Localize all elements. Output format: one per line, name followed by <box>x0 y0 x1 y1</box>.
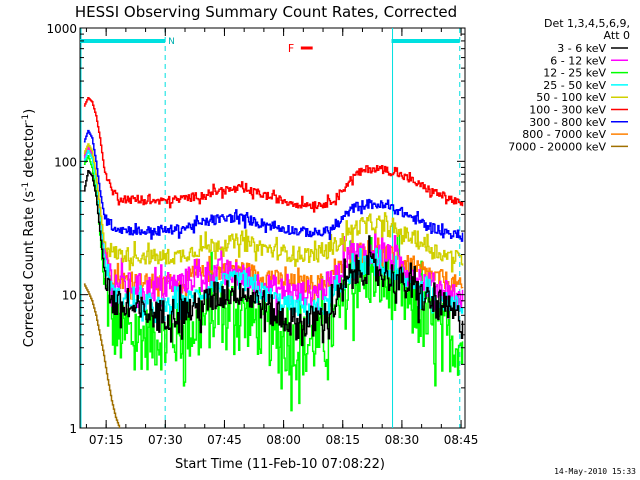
y-axis-label-sup2: -1 <box>21 114 31 123</box>
legend-entry-label: 6 - 12 keV <box>550 54 606 67</box>
footer-timestamp: 14-May-2010 15:33 <box>554 467 636 476</box>
legend-entry-label: 50 - 100 keV <box>536 91 606 104</box>
y-axis-label-main: Corrected Count Rate (s <box>22 191 37 348</box>
legend-entry-label: 7000 - 20000 keV <box>508 140 606 153</box>
x-tick-label: 07:15 <box>89 433 124 447</box>
legend-entry-label: 12 - 25 keV <box>543 67 606 80</box>
y-axis-label-sup1: -1 <box>21 182 31 191</box>
legend-entry-label: 100 - 300 keV <box>529 104 606 117</box>
series-line-6 <box>83 129 464 242</box>
legend-header-1: Det 1,3,4,5,6,9, <box>544 17 630 30</box>
y-axis-label-end: ) <box>22 109 37 114</box>
x-tick-label: 08:45 <box>444 433 479 447</box>
x-axis-label: Start Time (11-Feb-10 07:08:22) <box>175 457 385 472</box>
legend-entry-label: 800 - 7000 keV <box>522 128 606 141</box>
series-line-2 <box>83 155 464 412</box>
legend-entry-label: 300 - 800 keV <box>529 116 606 129</box>
x-tick-label: 08:30 <box>385 433 420 447</box>
legend-header-2: Att 0 <box>604 29 630 42</box>
chart-title: HESSI Observing Summary Count Rates, Cor… <box>75 3 457 21</box>
plot-area: N F 07:15 07:30 07:45 08:00 08:15 08:30 08:45 1 1… <box>46 22 478 447</box>
x-tick-label: 07:45 <box>207 433 242 447</box>
flare-label: F <box>288 42 294 55</box>
series-layer <box>83 96 464 428</box>
series-line-0 <box>83 169 464 347</box>
y-axis-label: Corrected Count Rate (s-1 detector-1) <box>21 109 37 347</box>
x-tick-label: 07:30 <box>148 433 183 447</box>
legend-entry-label: 25 - 50 keV <box>543 79 606 92</box>
y-axis-label-mid: detector <box>22 122 37 182</box>
y-tick-label: 10 <box>62 289 77 303</box>
y-tick-label: 100 <box>54 155 77 169</box>
series-line-1 <box>83 145 464 319</box>
night-label: N <box>168 37 175 47</box>
y-tick-label: 1000 <box>46 22 77 36</box>
series-line-4 <box>83 143 464 273</box>
ticks-layer: 07:15 07:30 07:45 08:00 08:15 08:30 08:45 1 10 10… <box>46 22 478 447</box>
x-tick-label: 08:00 <box>266 433 301 447</box>
x-tick-label: 08:15 <box>325 433 360 447</box>
y-tick-label: 1 <box>69 422 77 436</box>
plot-frame <box>79 27 466 429</box>
series-line-5 <box>83 96 464 213</box>
legend-entry-label: 3 - 6 keV <box>557 42 606 55</box>
series-line-8 <box>83 283 121 428</box>
